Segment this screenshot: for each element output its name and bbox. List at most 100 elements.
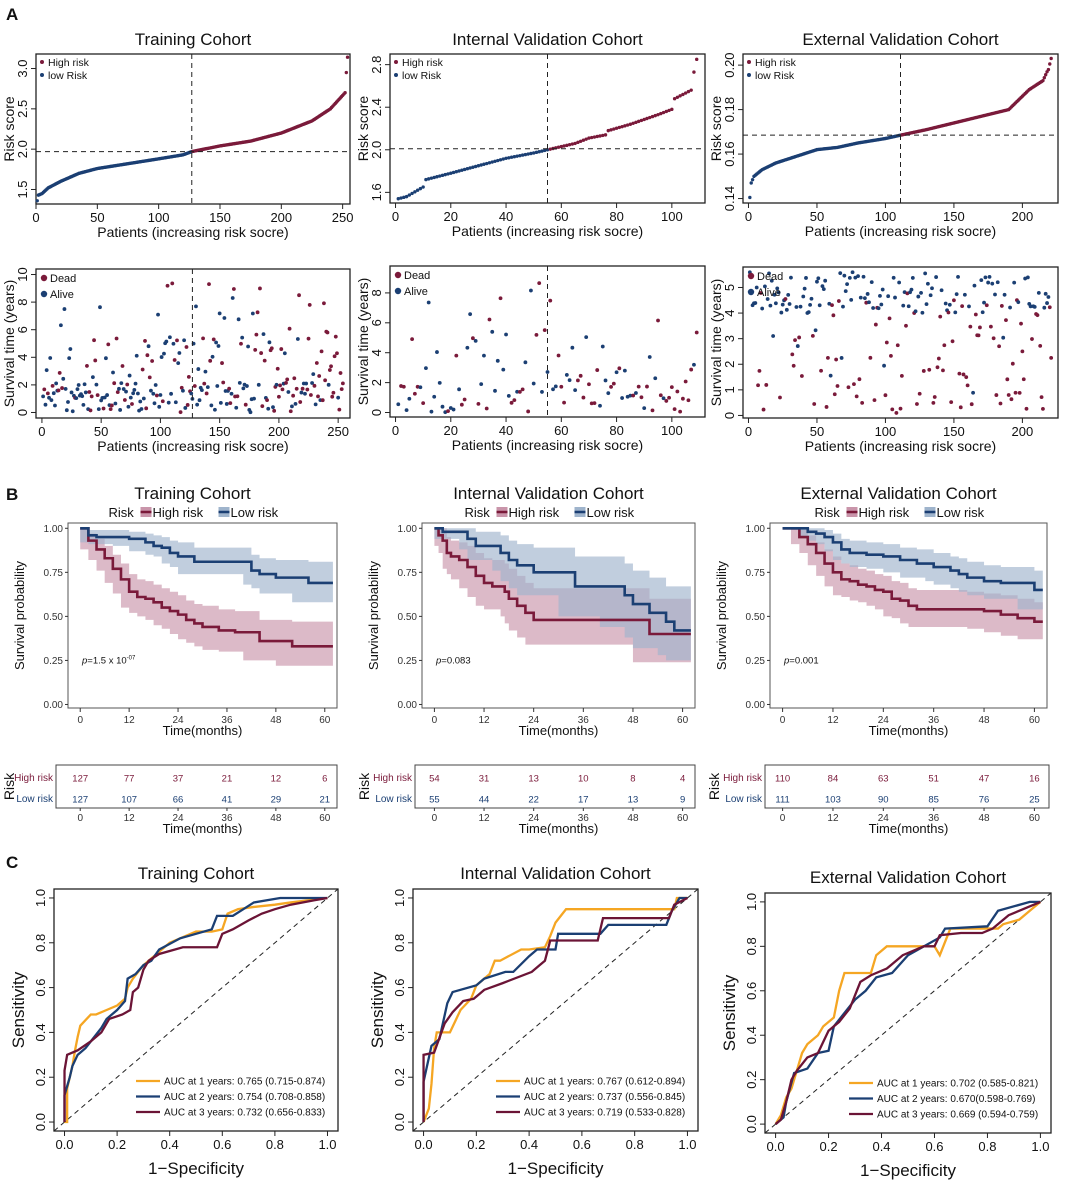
y-axis-label: Sensitivity — [720, 974, 739, 1051]
alive-point — [501, 367, 506, 372]
alive-point — [843, 289, 848, 294]
dead-point — [559, 384, 564, 389]
alive-point — [131, 391, 136, 396]
panel-label-C: C — [6, 853, 18, 872]
dead-point — [294, 386, 299, 391]
alive-point — [760, 306, 765, 311]
alive-point — [121, 387, 126, 391]
alive-point — [980, 310, 985, 315]
x-tick-label: 36 — [928, 715, 940, 726]
dead-point — [95, 393, 100, 398]
alive-point — [763, 284, 767, 289]
dead-point — [115, 390, 120, 395]
alive-point — [252, 396, 256, 401]
x-tick-label: 100 — [150, 424, 172, 439]
low-risk-point — [518, 153, 522, 158]
high-risk-survival-curve — [782, 526, 1043, 623]
alive-point — [523, 360, 528, 365]
dead-point — [942, 343, 947, 348]
risk-table-count: 8 — [630, 774, 635, 785]
alive-point — [41, 394, 46, 399]
alive-point — [90, 375, 95, 380]
dead-point — [936, 356, 941, 361]
high-risk-point — [625, 123, 630, 127]
dead-point — [87, 390, 92, 394]
high-risk-point — [1041, 78, 1045, 83]
dead-point — [291, 393, 296, 398]
dead-point — [285, 377, 290, 382]
low-risk-point — [507, 156, 511, 160]
y-tick-label: 3.0 — [15, 59, 30, 77]
risk-table-count: 29 — [271, 795, 282, 806]
high-risk-point — [623, 124, 627, 128]
dead-point — [122, 398, 127, 402]
dead-point — [778, 395, 782, 400]
risk-table-frame — [55, 764, 338, 809]
alive-point — [224, 402, 229, 406]
x-tick-label: 200 — [268, 424, 290, 439]
high-risk-point — [606, 128, 610, 133]
high-risk-point — [678, 94, 682, 98]
high-risk-point — [664, 109, 669, 114]
dead-point — [899, 373, 904, 378]
x-tick-label: 200 — [1012, 424, 1034, 439]
alive-point — [313, 402, 318, 407]
dead-point — [639, 395, 644, 400]
y-axis-label: Survival time (years) — [355, 278, 371, 406]
y-tick-label: 4 — [722, 309, 737, 316]
y-tick-label: 0.8 — [33, 934, 48, 952]
dead-point — [761, 407, 766, 412]
alive-point — [769, 278, 774, 283]
x-tick-label: 24 — [528, 813, 540, 824]
alive-point — [482, 353, 486, 358]
dead-point — [331, 390, 336, 395]
dead-point — [92, 338, 96, 343]
dead-point — [581, 395, 586, 400]
dead-point — [277, 394, 281, 399]
risk-table-count: 17 — [578, 795, 589, 806]
high-risk-point — [617, 125, 622, 130]
dead-point — [860, 400, 865, 405]
alive-point — [75, 387, 80, 392]
dead-point — [636, 384, 641, 389]
y-tick-label: 0.4 — [392, 1023, 407, 1041]
high-risk-point — [695, 57, 699, 62]
dead-point — [106, 342, 111, 347]
alive-point — [804, 276, 808, 280]
dead-point — [335, 351, 339, 356]
alive-point — [336, 395, 341, 400]
low-risk-point — [493, 159, 497, 163]
low-risk-point — [429, 176, 434, 180]
y-tick-label: 0.2 — [744, 1071, 759, 1089]
dead-point — [143, 339, 147, 343]
dead-point — [932, 395, 937, 399]
dead-point — [175, 338, 179, 343]
y-tick-label: 1.0 — [744, 893, 759, 911]
dead-point — [836, 299, 841, 303]
dead-point — [305, 387, 310, 392]
alive-point — [842, 273, 847, 278]
risk-table-title: Risk — [1, 772, 17, 800]
x-tick-label: 48 — [978, 813, 990, 824]
alive-point — [119, 381, 124, 386]
dead-point — [846, 385, 851, 390]
dead-point — [895, 343, 900, 348]
risk-table-count: 77 — [124, 774, 135, 785]
high-risk-point — [681, 92, 685, 97]
alive-point — [1046, 295, 1051, 299]
dead-point — [830, 303, 834, 307]
high-risk-point — [612, 127, 616, 131]
x-tick-label: 12 — [124, 715, 136, 726]
high-risk-point — [659, 111, 663, 116]
low-risk-point — [498, 158, 503, 162]
alive-point — [1008, 305, 1012, 310]
low-risk-survival-curve — [782, 526, 1043, 592]
dead-point — [898, 406, 903, 411]
dead-point — [56, 388, 61, 393]
dead-point — [999, 304, 1004, 308]
p-value: p=0.083 — [435, 655, 471, 666]
alive-point — [920, 310, 925, 315]
x-tick-label: 60 — [677, 813, 689, 824]
alive-point — [821, 287, 826, 291]
alive-point — [157, 404, 162, 409]
